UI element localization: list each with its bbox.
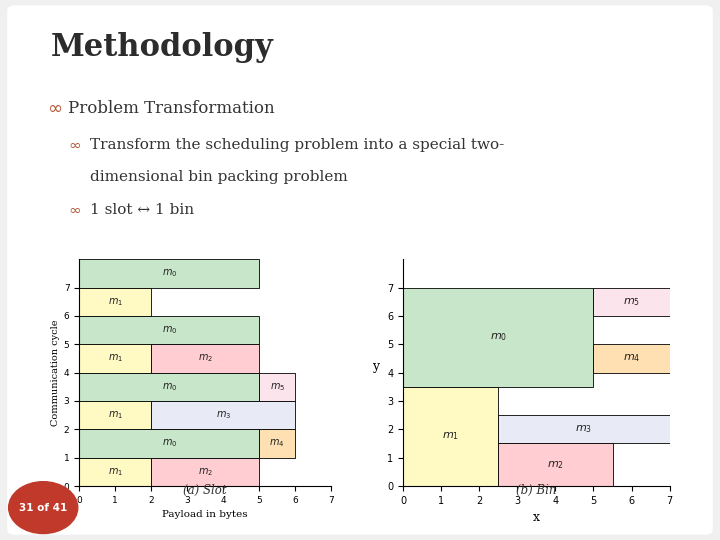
Bar [498,443,613,486]
Bar [79,373,259,401]
Text: 1 slot ↔ 1 bin: 1 slot ↔ 1 bin [90,202,194,217]
Text: $m_0$: $m_0$ [161,267,177,279]
Text: $m_1$: $m_1$ [108,353,122,364]
Text: Transform the scheduling problem into a special two-: Transform the scheduling problem into a … [90,138,504,152]
Text: Problem Transformation: Problem Transformation [68,100,275,117]
Bar [151,401,295,429]
Text: $m_1$: $m_1$ [108,466,122,478]
Text: dimensional bin packing problem: dimensional bin packing problem [90,170,348,184]
Bar [151,345,259,373]
Text: $m_0$: $m_0$ [161,381,177,393]
Y-axis label: Communication cycle: Communication cycle [50,319,60,426]
Bar [498,415,670,443]
Bar [259,373,295,401]
Circle shape [9,482,78,534]
Bar [79,458,151,486]
Text: $m_0$: $m_0$ [490,331,507,343]
Text: $m_5$: $m_5$ [269,381,285,393]
Text: $m_2$: $m_2$ [198,466,212,478]
Text: $m_2$: $m_2$ [198,353,212,364]
Text: $m_0$: $m_0$ [161,324,177,336]
Text: $m_3$: $m_3$ [215,409,231,421]
Text: ∞: ∞ [68,202,81,218]
Text: ∞: ∞ [68,138,81,153]
Text: 31 of 41: 31 of 41 [19,503,68,512]
Bar [593,345,670,373]
Bar [593,287,670,316]
Text: Methodology: Methodology [50,32,273,63]
Bar [151,458,259,486]
Bar [79,316,259,345]
Bar [403,387,498,486]
Text: $m_0$: $m_0$ [161,437,177,449]
Y-axis label: y: y [372,360,379,373]
FancyBboxPatch shape [7,5,713,535]
Text: $m_3$: $m_3$ [575,423,593,435]
Text: $m_5$: $m_5$ [623,296,640,308]
Text: $m_1$: $m_1$ [108,409,122,421]
Bar [79,259,259,287]
Text: $m_1$: $m_1$ [442,430,459,442]
Text: (a) Slot: (a) Slot [184,484,227,497]
X-axis label: Payload in bytes: Payload in bytes [163,510,248,519]
Text: $m_4$: $m_4$ [269,437,285,449]
X-axis label: x: x [533,511,540,524]
Text: $m_1$: $m_1$ [108,296,122,308]
Bar [79,345,151,373]
Bar [79,429,259,458]
Bar [79,287,151,316]
Bar [403,287,593,387]
Text: ∞: ∞ [47,100,62,118]
Bar [259,429,295,458]
Text: (b) Bin: (b) Bin [516,484,557,497]
Text: $m_4$: $m_4$ [623,353,640,364]
Bar [79,401,151,429]
Text: $m_2$: $m_2$ [547,459,564,471]
